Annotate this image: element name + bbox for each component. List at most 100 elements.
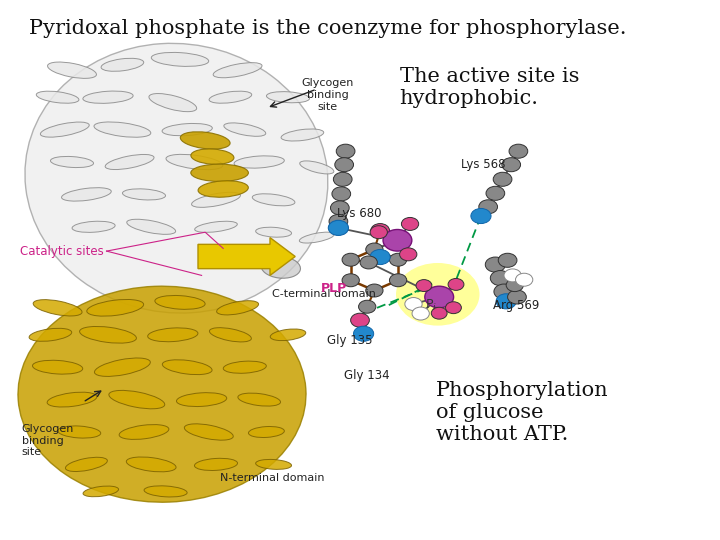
Circle shape — [498, 253, 517, 267]
Ellipse shape — [155, 295, 205, 309]
FancyArrow shape — [198, 238, 295, 275]
Ellipse shape — [270, 329, 306, 341]
Circle shape — [479, 200, 498, 214]
Text: Arg 569: Arg 569 — [493, 299, 539, 312]
Text: Glycogen
binding
site: Glycogen binding site — [302, 78, 354, 111]
Circle shape — [370, 249, 390, 265]
Ellipse shape — [234, 156, 284, 168]
Ellipse shape — [94, 122, 150, 137]
Circle shape — [490, 271, 510, 286]
Circle shape — [333, 172, 352, 186]
Circle shape — [330, 201, 349, 215]
Ellipse shape — [238, 393, 281, 406]
Text: N-terminal domain: N-terminal domain — [220, 473, 324, 483]
Text: PLP: PLP — [320, 282, 346, 295]
Circle shape — [496, 294, 516, 309]
Circle shape — [390, 274, 407, 287]
Ellipse shape — [58, 426, 101, 438]
Circle shape — [446, 302, 462, 314]
Ellipse shape — [36, 91, 79, 103]
Ellipse shape — [180, 132, 230, 149]
Ellipse shape — [210, 328, 251, 342]
Ellipse shape — [256, 227, 292, 237]
Text: Phosphorylation
of glucose
without ATP.: Phosphorylation of glucose without ATP. — [436, 381, 608, 444]
Ellipse shape — [105, 154, 154, 170]
Circle shape — [390, 253, 407, 266]
Ellipse shape — [80, 327, 136, 343]
Circle shape — [396, 263, 480, 326]
Circle shape — [328, 220, 348, 235]
Ellipse shape — [162, 360, 212, 375]
Circle shape — [425, 286, 454, 308]
Circle shape — [471, 208, 491, 224]
Ellipse shape — [261, 256, 300, 278]
Circle shape — [493, 172, 512, 186]
Ellipse shape — [256, 460, 292, 469]
Circle shape — [354, 326, 374, 341]
Ellipse shape — [47, 392, 97, 407]
Circle shape — [335, 158, 354, 172]
Circle shape — [506, 279, 523, 292]
Ellipse shape — [166, 154, 222, 170]
Ellipse shape — [194, 458, 238, 470]
Circle shape — [366, 243, 383, 256]
Text: Gly 134: Gly 134 — [344, 369, 390, 382]
Ellipse shape — [32, 360, 83, 374]
Ellipse shape — [300, 232, 334, 243]
Ellipse shape — [48, 62, 96, 78]
Circle shape — [360, 256, 377, 269]
Ellipse shape — [83, 91, 133, 103]
Ellipse shape — [194, 221, 238, 232]
Circle shape — [504, 269, 521, 282]
Circle shape — [366, 284, 383, 297]
Ellipse shape — [33, 300, 82, 316]
Circle shape — [370, 226, 387, 239]
Text: Catalytic sites: Catalytic sites — [20, 245, 104, 258]
Text: Pyridoxal phosphate is the coenzyme for phosphorylase.: Pyridoxal phosphate is the coenzyme for … — [29, 19, 626, 38]
Ellipse shape — [281, 129, 324, 141]
Circle shape — [329, 214, 348, 228]
Ellipse shape — [25, 43, 328, 313]
Ellipse shape — [18, 286, 306, 502]
Circle shape — [508, 290, 526, 304]
Circle shape — [342, 274, 359, 287]
Circle shape — [516, 273, 533, 286]
Ellipse shape — [191, 149, 234, 164]
Ellipse shape — [198, 181, 248, 197]
Ellipse shape — [72, 221, 115, 232]
Ellipse shape — [192, 192, 240, 207]
Ellipse shape — [217, 301, 258, 315]
Ellipse shape — [300, 161, 334, 174]
Ellipse shape — [83, 486, 119, 497]
Ellipse shape — [191, 164, 248, 181]
Ellipse shape — [223, 361, 266, 373]
Circle shape — [336, 144, 355, 158]
Ellipse shape — [101, 58, 144, 71]
Circle shape — [332, 187, 351, 201]
Ellipse shape — [176, 393, 227, 407]
Circle shape — [371, 224, 390, 238]
Circle shape — [485, 257, 505, 272]
Ellipse shape — [29, 328, 72, 341]
Circle shape — [431, 307, 447, 319]
Text: The active site is
hydrophobic.: The active site is hydrophobic. — [400, 68, 579, 109]
Ellipse shape — [126, 457, 176, 472]
Ellipse shape — [162, 124, 212, 136]
Circle shape — [448, 279, 464, 291]
Ellipse shape — [252, 194, 295, 206]
Circle shape — [342, 253, 359, 266]
Text: Glycogen
binding
site: Glycogen binding site — [22, 424, 74, 457]
Ellipse shape — [87, 300, 143, 316]
Ellipse shape — [209, 91, 252, 103]
Circle shape — [351, 313, 369, 327]
Circle shape — [416, 280, 432, 292]
Ellipse shape — [66, 457, 107, 471]
Ellipse shape — [94, 358, 150, 376]
Ellipse shape — [148, 328, 198, 342]
Circle shape — [402, 218, 419, 231]
Ellipse shape — [248, 427, 284, 437]
Circle shape — [486, 186, 505, 200]
Circle shape — [405, 298, 422, 310]
Circle shape — [359, 300, 376, 313]
Ellipse shape — [184, 424, 233, 440]
